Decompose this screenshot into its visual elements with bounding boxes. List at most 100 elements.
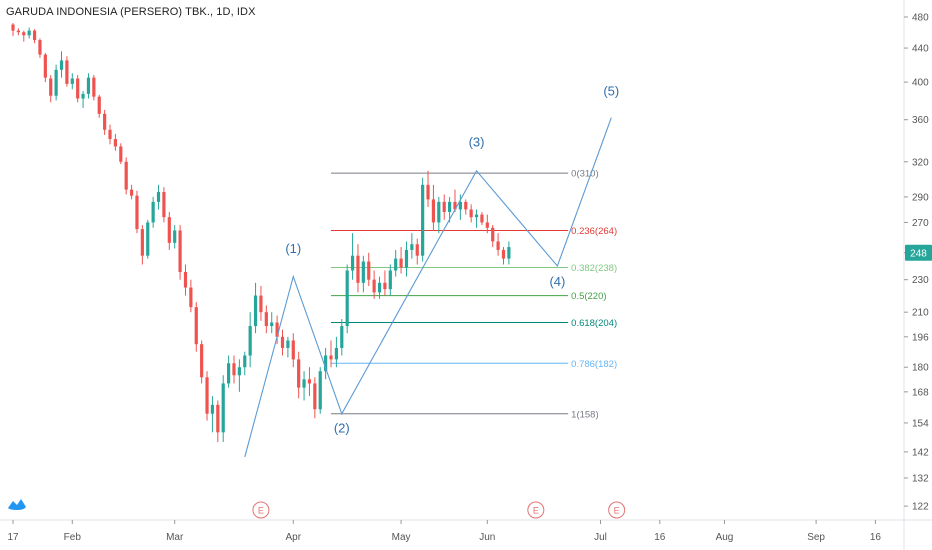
candle[interactable] xyxy=(200,340,204,384)
candle[interactable] xyxy=(221,375,225,442)
candle[interactable] xyxy=(243,351,247,376)
candle[interactable] xyxy=(27,27,31,39)
candle[interactable] xyxy=(119,143,123,165)
candle[interactable] xyxy=(458,194,462,220)
candle[interactable] xyxy=(324,347,328,380)
candle[interactable] xyxy=(307,367,312,397)
candle[interactable] xyxy=(43,52,47,83)
candle[interactable] xyxy=(59,51,64,78)
candle[interactable] xyxy=(280,329,285,356)
candle[interactable] xyxy=(334,336,338,368)
candle[interactable] xyxy=(135,190,139,234)
candle[interactable] xyxy=(361,255,365,293)
candle-body xyxy=(297,359,301,388)
candle[interactable] xyxy=(248,312,252,368)
candle[interactable] xyxy=(194,302,198,352)
candle[interactable] xyxy=(97,94,101,118)
candle[interactable] xyxy=(496,233,500,256)
candle[interactable] xyxy=(49,75,53,103)
candle[interactable] xyxy=(232,355,236,384)
candle[interactable] xyxy=(480,212,484,226)
candle[interactable] xyxy=(237,359,241,392)
candle[interactable] xyxy=(469,204,473,223)
candle[interactable] xyxy=(377,276,382,299)
candle[interactable] xyxy=(11,22,15,37)
candle[interactable] xyxy=(410,233,414,259)
candle[interactable] xyxy=(507,241,511,265)
candle[interactable] xyxy=(318,367,322,414)
candle[interactable] xyxy=(345,264,349,334)
candle[interactable] xyxy=(205,371,209,421)
candle[interactable] xyxy=(178,225,182,280)
candle[interactable] xyxy=(415,238,419,265)
candle[interactable] xyxy=(437,196,441,234)
candle[interactable] xyxy=(474,209,479,228)
candle[interactable] xyxy=(394,249,398,277)
candle[interactable] xyxy=(16,28,20,36)
candle[interactable] xyxy=(259,285,263,321)
candle[interactable] xyxy=(442,194,446,220)
candle[interactable] xyxy=(32,29,37,44)
candle[interactable] xyxy=(404,241,409,277)
candle[interactable] xyxy=(399,247,403,274)
candle[interactable] xyxy=(76,75,80,103)
candle[interactable] xyxy=(156,184,161,210)
candle[interactable] xyxy=(464,199,468,215)
earnings-marker[interactable]: E xyxy=(527,501,545,519)
candle[interactable] xyxy=(426,170,430,207)
candle[interactable] xyxy=(485,214,489,234)
candle[interactable] xyxy=(383,270,387,296)
candle[interactable] xyxy=(81,91,85,109)
candle[interactable] xyxy=(340,319,344,356)
candle[interactable] xyxy=(103,109,107,135)
candle[interactable] xyxy=(162,187,166,223)
candle[interactable] xyxy=(54,64,58,101)
candle[interactable] xyxy=(286,336,290,358)
candle[interactable] xyxy=(302,371,306,401)
wave-path[interactable] xyxy=(244,117,612,458)
candle[interactable] xyxy=(227,355,231,388)
candle[interactable] xyxy=(447,196,452,223)
earnings-marker[interactable]: E xyxy=(608,501,626,519)
candle[interactable] xyxy=(431,184,436,231)
candle[interactable] xyxy=(291,333,295,368)
candle[interactable] xyxy=(22,30,26,42)
candle[interactable] xyxy=(210,396,215,433)
candle[interactable] xyxy=(151,196,155,228)
candle[interactable] xyxy=(113,133,118,151)
candle[interactable] xyxy=(167,212,171,250)
earnings-marker[interactable]: E xyxy=(252,501,270,519)
candle[interactable] xyxy=(372,270,376,299)
candle[interactable] xyxy=(70,73,74,90)
candle[interactable] xyxy=(350,233,355,280)
candle[interactable] xyxy=(108,124,112,145)
candle[interactable] xyxy=(253,282,258,334)
candle[interactable] xyxy=(189,279,193,313)
candle[interactable] xyxy=(275,315,279,345)
candle[interactable] xyxy=(264,305,268,334)
candle[interactable] xyxy=(183,264,188,296)
candle[interactable] xyxy=(329,340,333,368)
candle[interactable] xyxy=(270,312,274,334)
tradingview-logo[interactable] xyxy=(7,496,27,512)
candle[interactable] xyxy=(124,157,128,195)
candle[interactable] xyxy=(173,225,177,249)
candle[interactable] xyxy=(388,264,392,296)
candle[interactable] xyxy=(92,75,96,101)
candle[interactable] xyxy=(313,377,317,419)
candle[interactable] xyxy=(129,184,134,200)
candle[interactable] xyxy=(367,252,371,286)
candle[interactable] xyxy=(453,189,457,213)
candle[interactable] xyxy=(491,225,495,248)
candle[interactable] xyxy=(140,225,144,265)
candle[interactable] xyxy=(65,56,69,87)
candle[interactable] xyxy=(297,351,301,399)
candle[interactable] xyxy=(38,38,42,58)
candle[interactable] xyxy=(146,219,150,259)
candle[interactable] xyxy=(501,247,506,265)
candle[interactable] xyxy=(421,177,425,262)
candle[interactable] xyxy=(86,73,91,99)
candle[interactable] xyxy=(216,400,220,442)
candle[interactable] xyxy=(356,244,360,293)
